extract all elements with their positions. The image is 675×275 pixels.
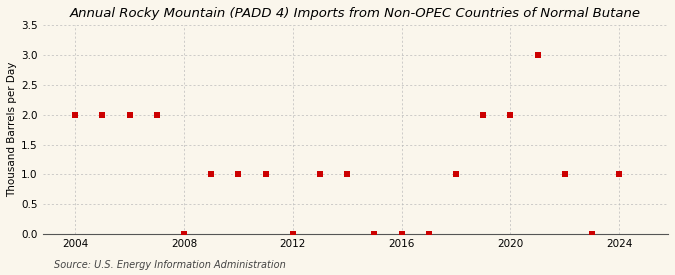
Point: [288, 232, 298, 236]
Point: [478, 112, 489, 117]
Point: [423, 232, 434, 236]
Text: Source: U.S. Energy Information Administration: Source: U.S. Energy Information Administ…: [54, 260, 286, 270]
Point: [97, 112, 108, 117]
Point: [532, 53, 543, 57]
Point: [124, 112, 135, 117]
Point: [560, 172, 570, 177]
Y-axis label: Thousand Barrels per Day: Thousand Barrels per Day: [7, 62, 17, 197]
Point: [179, 232, 190, 236]
Point: [260, 172, 271, 177]
Point: [505, 112, 516, 117]
Point: [70, 112, 80, 117]
Point: [396, 232, 407, 236]
Point: [587, 232, 597, 236]
Title: Annual Rocky Mountain (PADD 4) Imports from Non-OPEC Countries of Normal Butane: Annual Rocky Mountain (PADD 4) Imports f…: [70, 7, 641, 20]
Point: [151, 112, 162, 117]
Point: [233, 172, 244, 177]
Point: [342, 172, 352, 177]
Point: [614, 172, 624, 177]
Point: [206, 172, 217, 177]
Point: [450, 172, 461, 177]
Point: [315, 172, 325, 177]
Point: [369, 232, 380, 236]
